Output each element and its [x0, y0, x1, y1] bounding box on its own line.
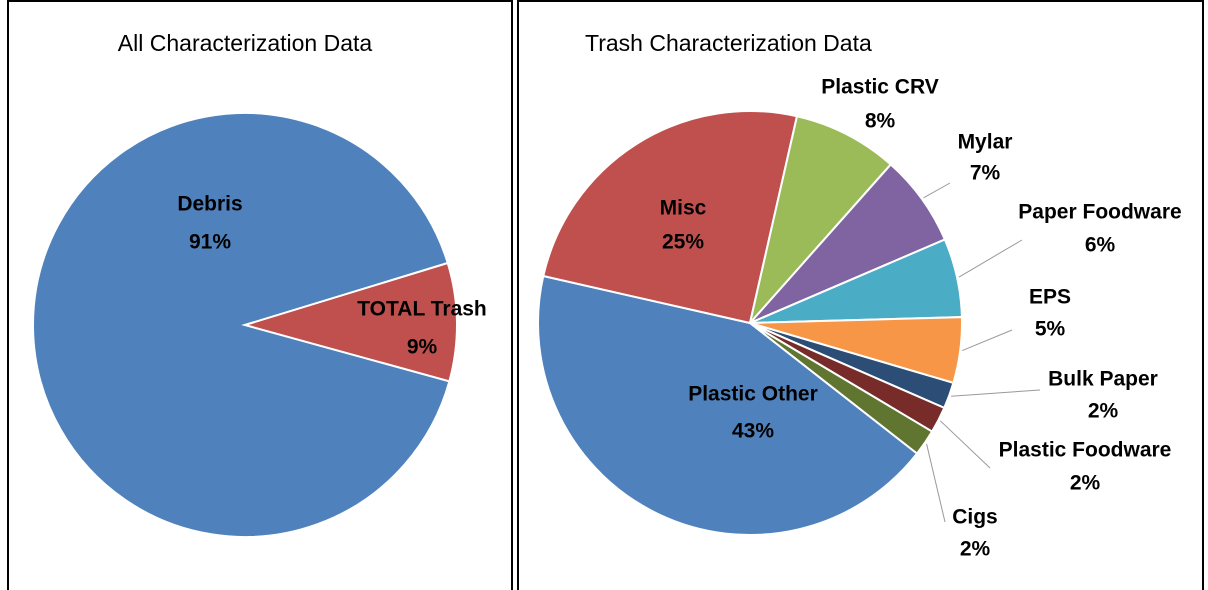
pie-slice	[241, 261, 458, 383]
pie-slice	[537, 274, 919, 536]
value-label: 9%	[407, 336, 438, 359]
value-label: 5%	[1035, 318, 1066, 341]
value-label: 8%	[865, 110, 896, 133]
chart-title: Trash Characterization Data	[585, 30, 872, 56]
value-label: 43%	[732, 420, 774, 443]
leader-line	[951, 389, 1041, 397]
pie-slice	[749, 115, 893, 324]
leader-line	[958, 239, 1023, 278]
value-label: 91%	[189, 231, 231, 254]
slice-label: Mylar	[958, 131, 1013, 154]
pie-slice	[32, 112, 451, 538]
leader-line	[962, 329, 1013, 352]
panel-frame	[7, 0, 513, 590]
chart-title: All Characterization Data	[118, 30, 373, 56]
value-label: 25%	[662, 231, 704, 254]
slice-label: Bulk Paper	[1048, 368, 1158, 391]
slice-label: Paper Foodware	[1018, 201, 1181, 224]
leader-line	[939, 420, 991, 469]
slice-label: TOTAL Trash	[357, 298, 487, 321]
slice-label: Debris	[177, 193, 242, 216]
leader-line	[926, 443, 946, 523]
pie-slice	[749, 322, 934, 455]
leader-line	[923, 182, 951, 199]
slice-label: Cigs	[952, 506, 998, 529]
slice-label: Misc	[660, 197, 707, 220]
slice-label: Plastic Foodware	[999, 439, 1172, 462]
value-label: 2%	[1070, 472, 1101, 495]
value-label: 2%	[1088, 400, 1119, 423]
value-label: 6%	[1085, 234, 1116, 257]
value-label: 2%	[960, 538, 991, 561]
value-label: 7%	[970, 162, 1001, 185]
slice-label: Plastic Other	[688, 383, 818, 406]
slice-label: EPS	[1029, 286, 1071, 309]
slice-label: Plastic CRV	[821, 76, 939, 99]
panel-frame	[517, 0, 1204, 590]
pie-slice	[542, 110, 799, 325]
